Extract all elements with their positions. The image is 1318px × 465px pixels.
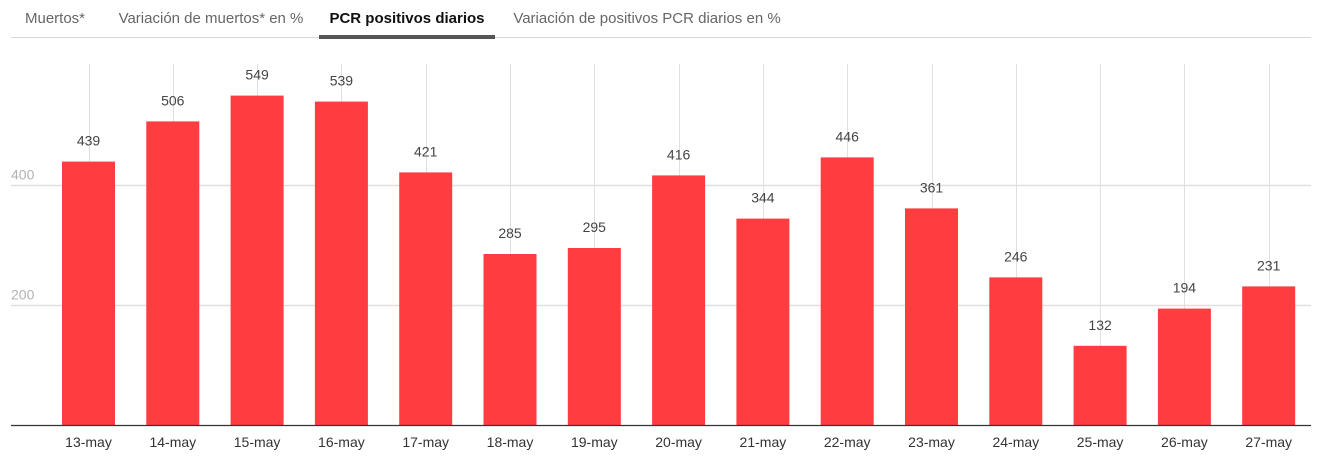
data-label: 421 (414, 143, 438, 159)
x-tick-label: 25-may (1077, 434, 1124, 450)
bar (1157, 308, 1211, 425)
data-label: 295 (583, 219, 607, 235)
data-label: 446 (836, 128, 860, 144)
bar (399, 172, 453, 425)
data-label: 285 (498, 225, 522, 241)
x-tick-label: 18-may (487, 434, 534, 450)
x-tick-label: 27-may (1245, 434, 1292, 450)
x-tick-label: 20-may (655, 434, 702, 450)
y-tick-label: 200 (11, 287, 35, 303)
bar (905, 208, 958, 425)
bar (736, 218, 790, 425)
x-tick-label: 17-may (402, 434, 449, 450)
chart-tabs: Muertos* Variación de muertos* en % PCR … (11, 0, 1311, 39)
y-tick-label: 400 (11, 167, 35, 183)
data-label: 194 (1173, 280, 1197, 296)
x-tick-label: 21-may (740, 434, 787, 450)
x-tick-label: 13-may (65, 434, 112, 450)
bar (230, 95, 284, 425)
bar (652, 175, 706, 425)
data-label: 246 (1004, 248, 1028, 264)
data-label: 132 (1088, 317, 1112, 333)
tab-muertos[interactable]: Muertos* (24, 10, 86, 27)
data-label: 439 (77, 133, 101, 149)
x-tick-label: 23-may (908, 434, 955, 450)
bar (62, 161, 115, 425)
x-tick-label: 14-may (149, 434, 196, 450)
bar (483, 254, 537, 425)
data-label: 231 (1257, 257, 1281, 273)
data-label: 549 (245, 67, 269, 83)
bar (1242, 286, 1296, 425)
bar (989, 277, 1043, 425)
x-tick-label: 26-may (1161, 434, 1208, 450)
data-label: 416 (667, 146, 691, 162)
tab-pcr-positivos-diarios[interactable]: PCR positivos diarios (319, 0, 495, 39)
bar (146, 121, 200, 426)
data-label: 539 (330, 73, 354, 89)
x-tick-label: 22-may (824, 434, 871, 450)
data-label: 361 (920, 179, 944, 195)
x-tick-label: 19-may (571, 434, 618, 450)
x-tick-label: 24-may (992, 434, 1039, 450)
bar (314, 101, 368, 425)
bar (567, 248, 621, 425)
tab-variacion-pcr-positivos[interactable]: Variación de positivos PCR diarios en % (513, 10, 781, 27)
data-label: 506 (161, 92, 185, 108)
tab-variacion-muertos[interactable]: Variación de muertos* en % (118, 10, 304, 27)
x-tick-label: 16-may (318, 434, 365, 450)
data-label: 344 (751, 190, 775, 206)
bar (820, 157, 874, 425)
x-tick-label: 15-may (234, 434, 281, 450)
bar (1073, 345, 1127, 425)
